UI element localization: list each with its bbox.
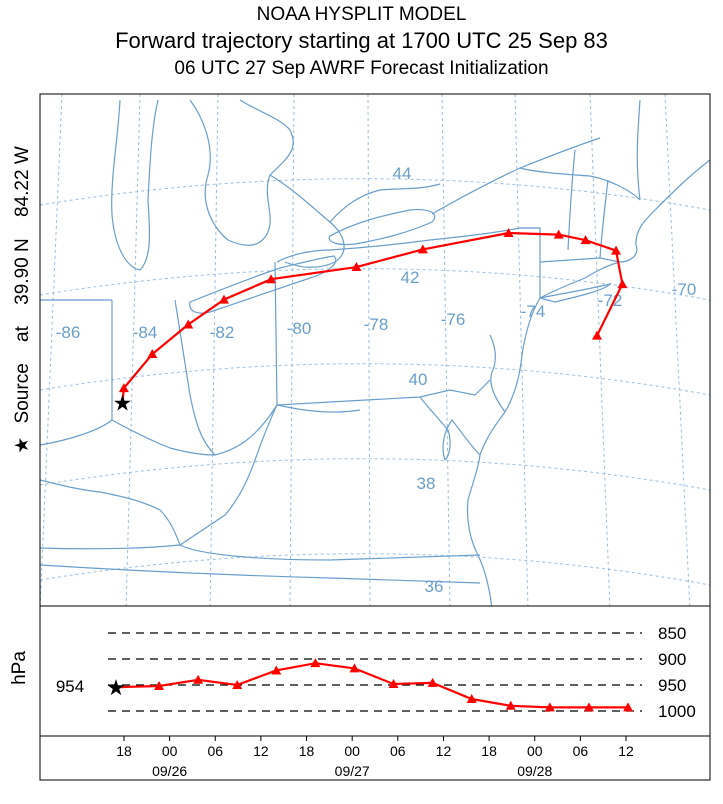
trajectory-marker-map [183, 319, 194, 329]
trajectory-marker-profile [505, 700, 516, 710]
lon-label-84: -84 [133, 323, 158, 342]
source-star-map: ★ [113, 391, 133, 416]
lat-label-36: 36 [425, 577, 444, 596]
date-label: 09/27 [335, 763, 370, 779]
trajectory-marker-profile [623, 702, 633, 712]
trajectory-marker-profile [193, 674, 204, 684]
pressure-level-lines: 850 900 950 1000 [108, 624, 696, 721]
level-label-1000: 1000 [658, 702, 696, 721]
trajectory-marker-profile [466, 694, 477, 704]
lon-label-70: -70 [672, 280, 697, 299]
time-tick-label: 12 [253, 743, 269, 759]
coastlines-and-boundaries [40, 99, 710, 606]
time-tick-label: 12 [618, 743, 634, 759]
lon-label-80: -80 [287, 319, 312, 338]
at-word: at [12, 325, 33, 342]
trajectory-marker-profile [544, 702, 555, 712]
source-latitude: 39.90 N [12, 238, 33, 305]
map-panel: -86 -84 -82 -80 -78 -76 -74 -72 -70 44 4… [39, 93, 711, 607]
lat-label-44: 44 [393, 164, 412, 183]
trajectory-marker-map [351, 262, 362, 272]
trajectory-marker-profile [310, 658, 321, 668]
lon-label-76: -76 [441, 310, 466, 329]
trajectory-marker-map [118, 383, 129, 393]
trajectory-line-profile [119, 662, 628, 709]
lat-label-42: 42 [401, 268, 420, 287]
time-tick-label: 00 [527, 743, 543, 759]
map-frame [39, 93, 711, 607]
forecast-subtitle: 06 UTC 27 Sep AWRF Forecast Initializati… [174, 58, 549, 79]
time-tick-label: 06 [390, 743, 406, 759]
source-location-label: ★ Source at 39.90 N 84.22 W [12, 146, 33, 454]
time-axis: 18 00 06 12 18 00 06 12 18 00 06 12 09/26 09/27 09/28 [39, 735, 711, 781]
trajectory-marker-map [611, 245, 622, 255]
profile-frame [39, 605, 711, 737]
level-label-900: 900 [658, 650, 686, 669]
trajectory-path-profile [119, 658, 633, 712]
trajectory-marker-profile [154, 681, 165, 691]
trajectory-marker-map [503, 228, 514, 238]
trajectory-marker-map [266, 274, 277, 284]
date-label: 09/26 [152, 763, 187, 779]
longitude-labels: -86 -84 -82 -80 -78 -76 -74 -72 -70 [56, 280, 697, 342]
trajectory-marker-map [417, 244, 428, 254]
level-label-950: 950 [658, 676, 686, 695]
lon-label-82: -82 [210, 323, 235, 342]
source-word: Source [12, 363, 33, 423]
source-longitude: 84.22 W [12, 146, 33, 217]
level-label-850: 850 [658, 624, 686, 643]
time-tick-label: 06 [573, 743, 589, 759]
time-tick-label: 06 [207, 743, 223, 759]
trajectory-marker-map [147, 349, 158, 359]
trajectory-title: Forward trajectory starting at 1700 UTC … [115, 28, 608, 53]
trajectory-marker-map [218, 294, 229, 304]
latitude-labels: 44 42 40 38 36 [393, 164, 444, 596]
lat-label-40: 40 [409, 370, 428, 389]
time-tick-label: 00 [344, 743, 360, 759]
time-tick-label: 18 [116, 743, 132, 759]
trajectory-marker-map [617, 279, 628, 289]
model-title: NOAA HYSPLIT MODEL [256, 4, 467, 25]
lon-label-74: -74 [521, 302, 546, 321]
trajectory-marker-profile [349, 663, 360, 673]
trajectory-marker-map [592, 330, 602, 340]
time-tick-label: 18 [481, 743, 497, 759]
trajectory-path-map [118, 228, 628, 403]
source-star-profile: ★ [106, 676, 126, 701]
trajectory-marker-profile [388, 678, 399, 688]
svg-text:★ Source at: ★ Source at 39.90 N 84.22 W [12, 146, 33, 454]
trajectory-marker-profile [427, 677, 438, 687]
source-star-glyph: ★ [12, 437, 33, 454]
lat-label-38: 38 [417, 474, 436, 493]
start-pressure-value: 954 [56, 677, 84, 696]
date-label: 09/28 [517, 763, 552, 779]
time-tick-label: 18 [299, 743, 315, 759]
trajectory-marker-profile [232, 680, 243, 689]
time-tick-label: 00 [162, 743, 178, 759]
graticule [40, 94, 710, 606]
trajectory-marker-profile [271, 665, 282, 675]
trajectory-marker-map [580, 235, 591, 245]
trajectory-marker-profile [583, 702, 594, 712]
pressure-axis-label: hPa [9, 651, 30, 685]
lon-label-78: -78 [364, 315, 389, 334]
vertical-profile-panel: hPa 954 850 900 950 1000 ★ [9, 605, 711, 737]
trajectory-line-map [121, 231, 624, 403]
trajectory-marker-map [553, 229, 564, 239]
time-tick-label: 12 [436, 743, 452, 759]
lon-label-86: -86 [56, 323, 81, 342]
